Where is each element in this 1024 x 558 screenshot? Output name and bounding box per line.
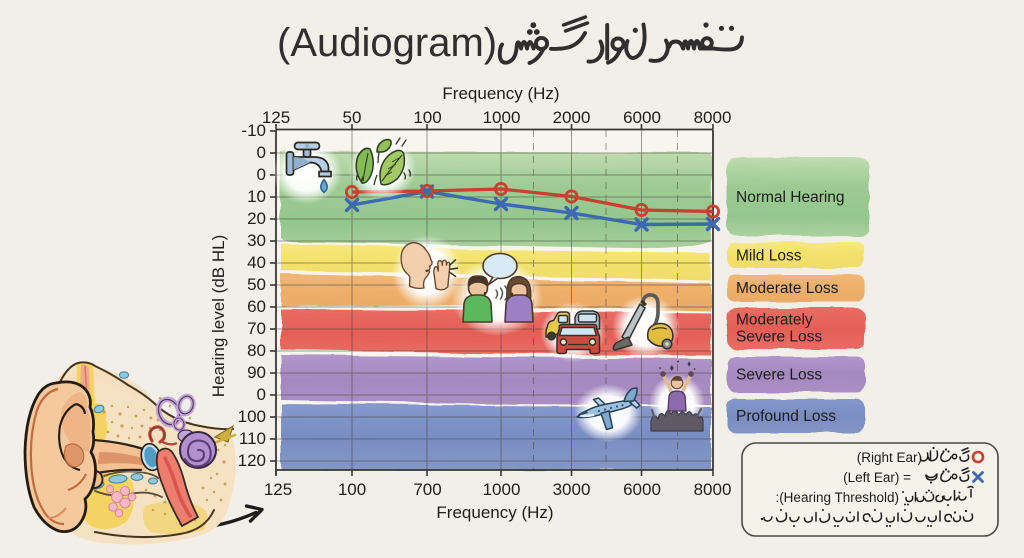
svg-text:70: 70 [247, 319, 266, 338]
svg-text:0: 0 [257, 385, 266, 404]
svg-text:Moderate Loss: Moderate Loss [736, 280, 839, 297]
svg-text:80: 80 [247, 341, 266, 360]
svg-text:125: 125 [264, 480, 292, 499]
svg-text:0: 0 [257, 165, 266, 184]
svg-text:125: 125 [262, 108, 290, 127]
svg-text:8000: 8000 [694, 108, 732, 127]
svg-text:(Left Ear) =: (Left Ear) = [843, 470, 911, 485]
svg-text:0: 0 [257, 143, 266, 162]
svg-text:Severe Loss: Severe Loss [736, 367, 822, 384]
svg-text:6000: 6000 [623, 108, 661, 127]
svg-text:Mild Loss: Mild Loss [736, 248, 802, 265]
svg-text:700: 700 [413, 480, 441, 499]
svg-text:120: 120 [238, 451, 266, 470]
svg-text:Frequency (Hz): Frequency (Hz) [436, 503, 553, 522]
svg-text:100: 100 [238, 407, 266, 426]
svg-text:110: 110 [239, 429, 266, 448]
svg-text:6000: 6000 [623, 480, 661, 499]
svg-text:60: 60 [247, 297, 266, 316]
svg-text:Frequency (Hz): Frequency (Hz) [442, 84, 559, 103]
svg-text:20: 20 [247, 209, 266, 228]
svg-text::(Hearing Threshold): :(Hearing Threshold) [775, 490, 899, 505]
svg-text:1000: 1000 [483, 108, 521, 127]
svg-text:Profound Loss: Profound Loss [736, 408, 836, 425]
svg-text:100: 100 [338, 480, 366, 499]
svg-text:Normal Hearing: Normal Hearing [736, 189, 845, 206]
svg-text:50: 50 [343, 108, 362, 127]
svg-text:-10: -10 [241, 121, 266, 140]
svg-text:50: 50 [247, 275, 266, 294]
svg-text:30: 30 [247, 231, 266, 250]
svg-text:Severe Loss: Severe Loss [736, 329, 822, 346]
svg-text:90: 90 [247, 363, 266, 382]
svg-text:(Audiogram): (Audiogram) [277, 21, 497, 65]
svg-text:40: 40 [247, 253, 266, 272]
svg-text:1000: 1000 [483, 480, 521, 499]
svg-text:Moderately: Moderately [736, 312, 813, 329]
svg-text:8000: 8000 [694, 480, 732, 499]
svg-text:Hearing level (dB HL): Hearing level (dB HL) [209, 235, 228, 398]
svg-text:2000: 2000 [553, 108, 591, 127]
svg-text:10: 10 [247, 187, 266, 206]
svg-text:3000: 3000 [553, 480, 591, 499]
svg-text:100: 100 [413, 108, 441, 127]
svg-text:(Right Ear): (Right Ear) [857, 450, 922, 465]
